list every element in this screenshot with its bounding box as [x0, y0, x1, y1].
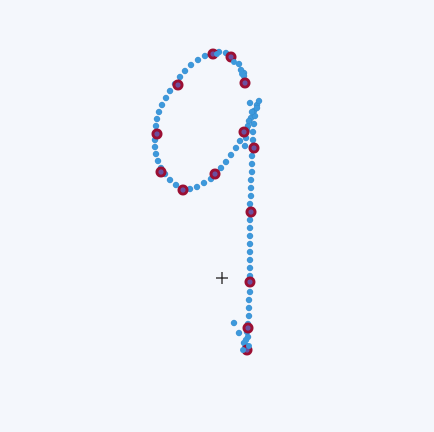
- key-point-center: [251, 145, 257, 151]
- stroke-point: [172, 181, 180, 189]
- stroke-point: [248, 152, 256, 160]
- stroke-point: [246, 288, 254, 296]
- stroke-point: [246, 216, 254, 224]
- stroke-point: [247, 184, 255, 192]
- key-point-center: [241, 129, 247, 135]
- stroke-point: [222, 158, 230, 166]
- key-points-layer: [151, 48, 260, 356]
- stroke-point: [155, 108, 163, 116]
- stroke-point: [247, 192, 255, 200]
- stroke-point: [248, 160, 256, 168]
- stroke-point: [230, 319, 238, 327]
- stroke-point: [246, 248, 254, 256]
- stroke-point: [246, 240, 254, 248]
- stroke-point: [249, 136, 257, 144]
- key-point-center: [248, 209, 254, 215]
- stroke-point: [232, 144, 240, 152]
- key-point-center: [212, 171, 218, 177]
- stroke-point: [154, 157, 162, 165]
- key-point-center: [242, 80, 248, 86]
- stroke-point: [249, 128, 257, 136]
- stroke-point: [214, 51, 220, 57]
- key-point[interactable]: [245, 206, 257, 218]
- stroke-point: [245, 312, 253, 320]
- stroke-point: [243, 337, 249, 343]
- key-point-center: [158, 169, 164, 175]
- key-point-center: [228, 54, 234, 60]
- key-point[interactable]: [242, 322, 254, 334]
- stroke-point: [151, 143, 159, 151]
- stroke-point: [227, 151, 235, 159]
- key-point[interactable]: [248, 142, 260, 154]
- key-point[interactable]: [238, 126, 250, 138]
- stroke-point: [240, 347, 246, 353]
- stroke-point: [246, 200, 254, 208]
- key-point[interactable]: [239, 77, 251, 89]
- stroke-point: [181, 67, 189, 75]
- stroke-point: [253, 104, 261, 112]
- stroke-point: [236, 137, 244, 145]
- stroke-point: [162, 94, 170, 102]
- key-point[interactable]: [209, 168, 221, 180]
- stroke-point: [194, 56, 202, 64]
- stroke-point: [193, 183, 201, 191]
- key-point[interactable]: [244, 276, 256, 288]
- stroke-point: [246, 232, 254, 240]
- stroke-point: [247, 176, 255, 184]
- stroke-point: [250, 120, 258, 128]
- stroke-point: [176, 73, 184, 81]
- stroke-point: [231, 59, 237, 65]
- stroke-point: [217, 164, 225, 172]
- stroke-point: [201, 52, 209, 60]
- stroke-point: [246, 256, 254, 264]
- stroke-point: [245, 296, 253, 304]
- stroke-point: [200, 179, 208, 187]
- stroke-point: [166, 87, 174, 95]
- key-point-center: [175, 82, 181, 88]
- stroke-point: [246, 343, 252, 349]
- key-point[interactable]: [172, 79, 184, 91]
- stroke-point: [248, 168, 256, 176]
- crosshair-cursor-icon: [216, 272, 228, 284]
- key-point-center: [180, 187, 186, 193]
- stroke-point: [245, 117, 253, 125]
- stroke-point: [235, 329, 243, 337]
- stroke-point: [248, 108, 256, 116]
- key-point-center: [154, 131, 160, 137]
- stroke-point: [152, 150, 160, 158]
- stroke-point: [246, 264, 254, 272]
- stroke-point: [245, 304, 253, 312]
- key-point[interactable]: [177, 184, 189, 196]
- stroke-point: [246, 99, 254, 107]
- stroke-point: [187, 61, 195, 69]
- stroke-point: [153, 115, 161, 123]
- stroke-point: [255, 97, 263, 105]
- stroke-point: [246, 224, 254, 232]
- key-point-center: [245, 325, 251, 331]
- stroke-point: [166, 176, 174, 184]
- key-point-center: [247, 279, 253, 285]
- key-point[interactable]: [151, 128, 163, 140]
- key-point[interactable]: [155, 166, 167, 178]
- stroke-points-layer: [151, 48, 263, 355]
- stroke-point: [152, 122, 160, 130]
- stroke-point: [241, 142, 249, 150]
- stroke-point: [239, 71, 245, 77]
- stroke-point: [158, 101, 166, 109]
